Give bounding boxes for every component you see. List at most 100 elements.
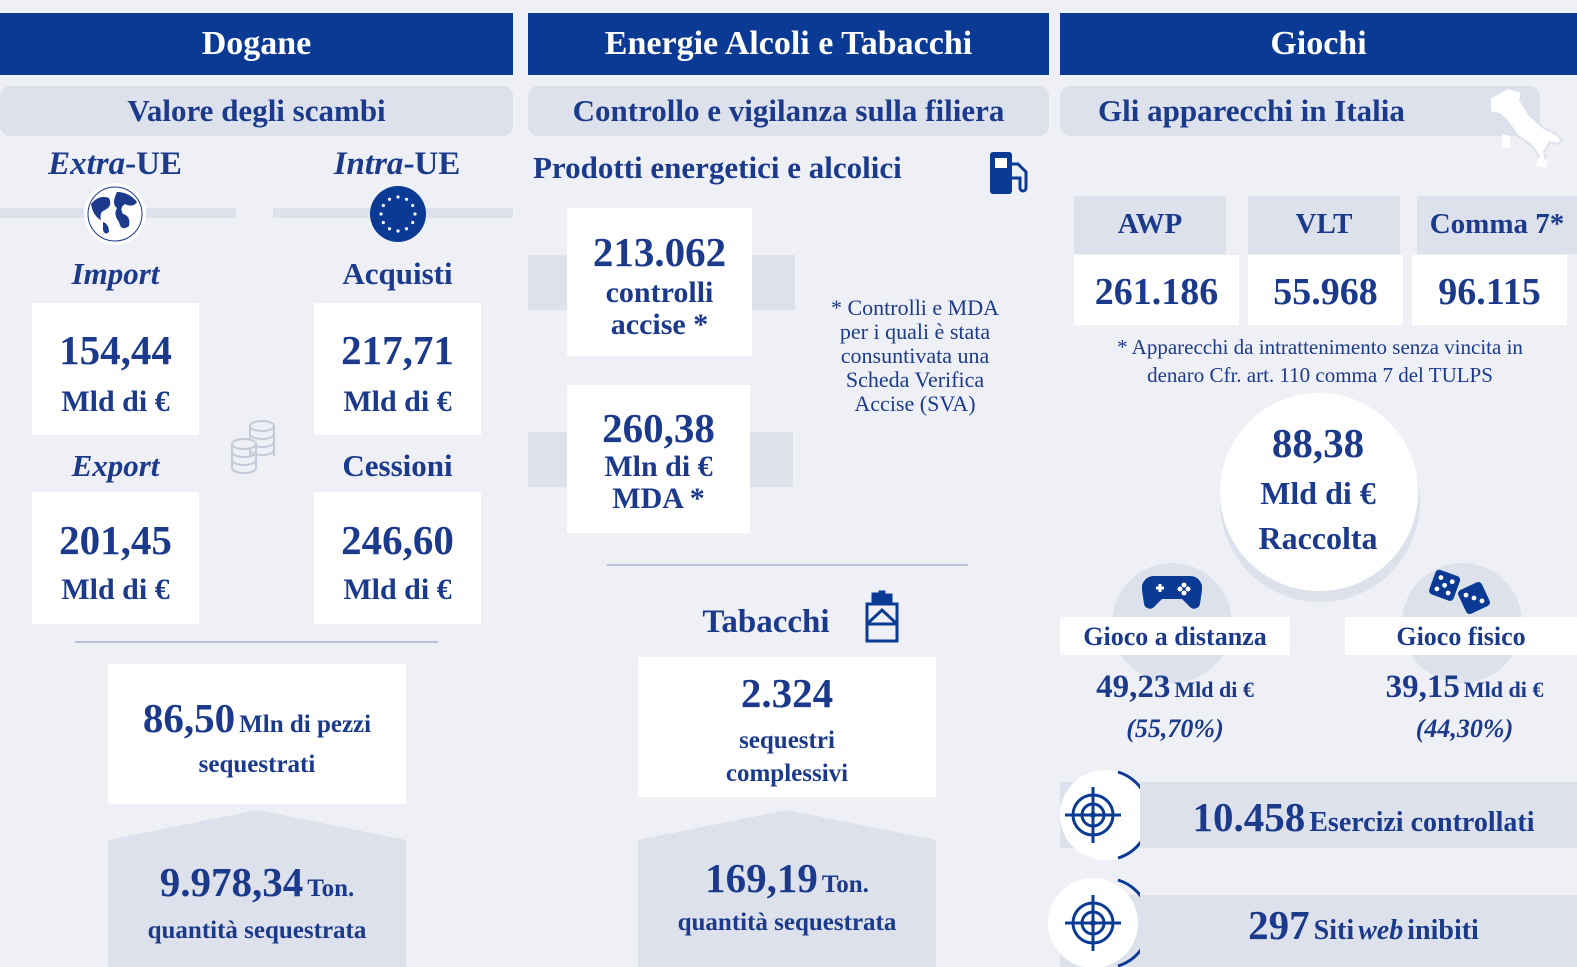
value: 10.458 (1192, 794, 1306, 840)
eu-icon (370, 186, 426, 242)
label: Gioco fisico (1396, 622, 1526, 651)
note: * Apparecchi da intrattenimento senza vi… (1117, 335, 1523, 387)
value: 246,60 (341, 517, 454, 563)
pentagon (638, 810, 936, 967)
table-header-text: VLT (1295, 208, 1353, 240)
value-line: 49,23 Mld di € (1060, 671, 1290, 704)
label-text: -UE (125, 146, 182, 182)
value: 201,45 (59, 517, 172, 563)
pentagon (108, 810, 406, 967)
text: inibiti (1407, 915, 1479, 946)
label: Cessioni (342, 448, 453, 483)
unit: Mld di € (1174, 677, 1254, 702)
value-box (567, 208, 752, 356)
circle (1220, 393, 1418, 591)
label-box (1345, 617, 1577, 655)
table-cell (1074, 255, 1239, 325)
value: 154,44 (59, 327, 172, 373)
value: 2.324 (740, 670, 834, 716)
note: * Controlli e MDA per i quali è stata co… (830, 295, 1000, 416)
table-value: 55.968 (1273, 271, 1378, 313)
unit: Ton. (821, 871, 869, 898)
label-box (1060, 617, 1290, 655)
value: 49,23 (1096, 669, 1171, 705)
value-box (32, 303, 199, 435)
text: Raccolta (1258, 520, 1378, 556)
gamepad-icon (1142, 575, 1202, 609)
label: Import (32, 258, 199, 289)
value-line: 10.458 Esercizi controllati (1150, 797, 1577, 838)
pack-icon (865, 590, 899, 643)
value-box (314, 303, 481, 435)
band (1060, 895, 1577, 967)
text: sequestrati (198, 751, 316, 778)
text: MDA * (612, 482, 705, 515)
dice-icon (1429, 569, 1490, 614)
divider (75, 641, 438, 643)
section-title: Valore degli scambi (0, 86, 513, 136)
value: 86,50 (142, 695, 236, 741)
subsection: Tabacchi (702, 604, 830, 640)
value: 88,38 (1271, 420, 1365, 466)
label: Export (32, 450, 199, 481)
table-value: 261.186 (1094, 271, 1219, 313)
value: 9.978,34 (159, 859, 304, 905)
value-box (32, 492, 199, 624)
header: Energie Alcoli e Tabacchi (528, 13, 1049, 75)
header: Giochi (1060, 13, 1577, 75)
header: Dogane (0, 13, 513, 75)
unit: Mld di € (343, 385, 452, 418)
label-text: -UE (403, 146, 461, 182)
table-header (1248, 196, 1400, 254)
table-cell (1412, 255, 1567, 325)
unit: Mln di € (604, 450, 713, 483)
table-header-text: AWP (1117, 208, 1183, 240)
value-box (638, 657, 936, 797)
value-box (567, 385, 750, 533)
value: 213.062 (592, 229, 727, 275)
label: Acquisti (342, 256, 453, 291)
coins-icon (231, 420, 275, 474)
label-em: Intra (333, 146, 404, 182)
unit: Mld di € (61, 573, 170, 606)
text: controlli accise * (605, 276, 714, 341)
label-text: Import (71, 256, 160, 291)
value-line: 9.978,34 Ton. (108, 862, 406, 903)
text: quantità sequestrata (677, 909, 897, 936)
label-em: Extra (48, 146, 126, 182)
label: Intra-UE (282, 148, 512, 181)
divider (607, 564, 968, 566)
share-text: (55,70%) (1126, 714, 1224, 743)
band (1060, 782, 1577, 848)
value-box (108, 664, 406, 804)
table-header (1074, 196, 1226, 254)
label-text: Export (71, 448, 160, 483)
value: 260,38 (602, 405, 715, 451)
share: (55,70%) (1060, 716, 1290, 742)
share-text: (44,30%) (1415, 714, 1514, 743)
globe-icon (84, 183, 146, 245)
italy-icon (1489, 86, 1564, 168)
fuel-icon (990, 152, 1028, 194)
text: Esercizi controllati (1309, 807, 1535, 838)
share: (44,30%) (1352, 716, 1577, 742)
value: 297 (1248, 902, 1310, 948)
text-em: web (1358, 915, 1404, 946)
unit: Ton. (307, 875, 355, 902)
section-title: Controllo e vigilanza sulla filiera (528, 86, 1049, 136)
table-value: 96.115 (1438, 271, 1541, 313)
section-title: Gli apparecchi in Italia (1060, 86, 1540, 136)
unit: Mld di € (1463, 677, 1544, 702)
value-line: 86,50 Mln di pezzi (108, 698, 406, 739)
table-cell (1248, 255, 1403, 325)
value: 39,15 (1385, 669, 1460, 705)
value-line: 169,19 Ton. (638, 858, 936, 899)
text: Siti (1313, 915, 1355, 946)
target-icons (1048, 770, 1140, 967)
unit: Mln di pezzi (239, 711, 372, 738)
value-line: 297 Siti web inibiti (1150, 905, 1577, 946)
value-box (314, 492, 481, 624)
text: quantità sequestrata (147, 917, 367, 944)
table-header (1417, 196, 1577, 254)
